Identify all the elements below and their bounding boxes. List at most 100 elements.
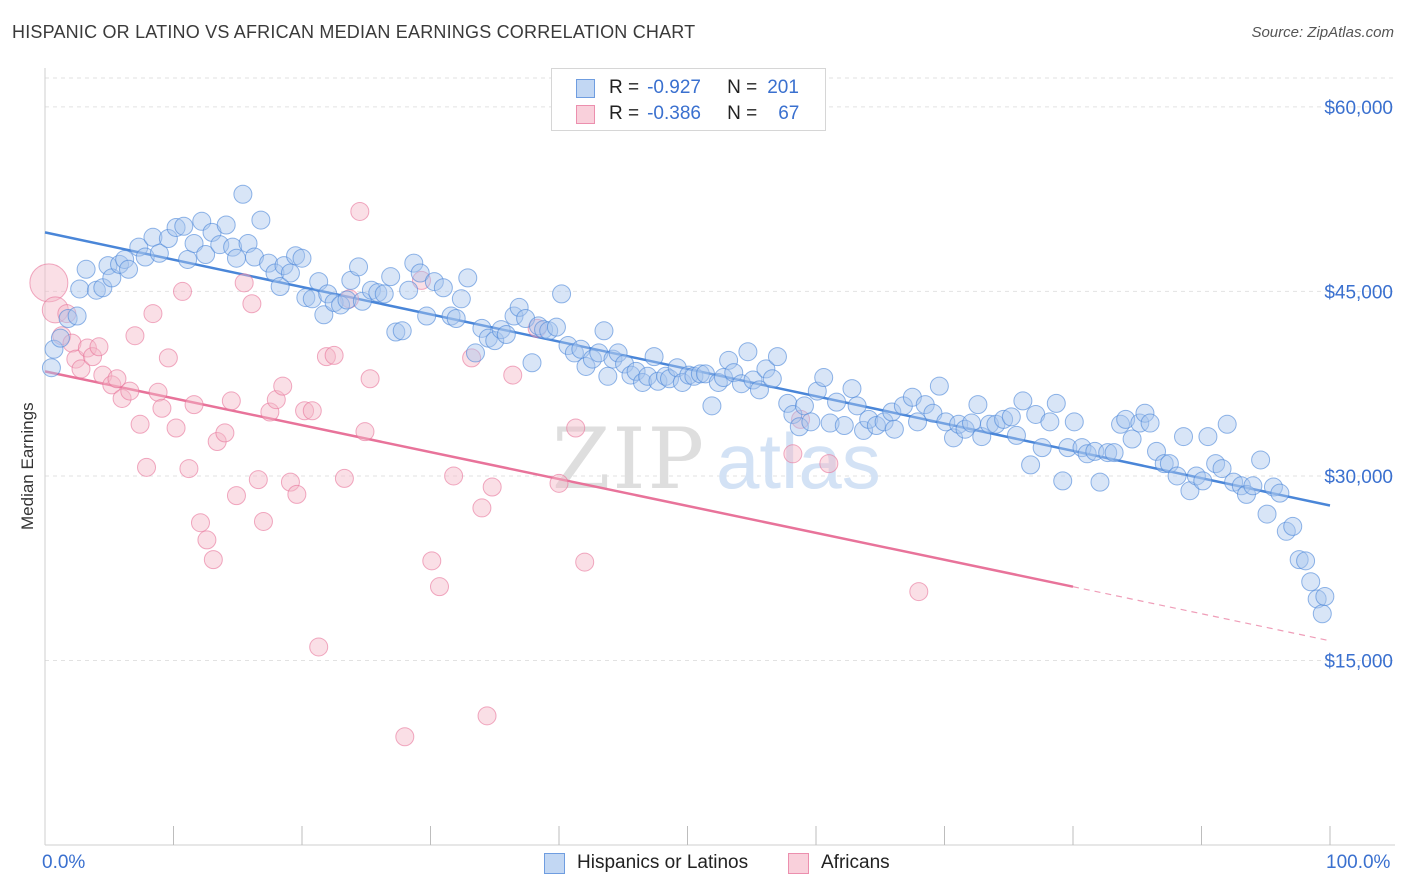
data-point-hispanic [1104, 443, 1124, 463]
data-point-hispanic [1193, 471, 1213, 491]
data-point-hispanic [702, 396, 722, 416]
legend-swatch-hispanic [576, 78, 595, 98]
data-point-hispanic [847, 396, 867, 416]
data-point-hispanic [615, 354, 635, 374]
data-point-hispanic [270, 277, 290, 297]
data-point-hispanic [794, 396, 814, 416]
data-point-hispanic [690, 364, 710, 384]
y-tick-label: $60,000 [1324, 98, 1393, 119]
data-point-hispanic [149, 243, 169, 263]
data-point-hispanic [1135, 403, 1155, 423]
data-point-hispanic [1270, 483, 1290, 503]
data-point-hispanic [827, 392, 847, 412]
data-point-hispanic [731, 374, 751, 394]
data-point-african [137, 457, 157, 477]
data-point-african [350, 201, 370, 221]
data-point-hispanic [994, 409, 1014, 429]
data-point-hispanic [1212, 459, 1232, 479]
x-tick-min: 0.0% [42, 852, 86, 873]
data-point-hispanic [1174, 427, 1194, 447]
chart-title: HISPANIC OR LATINO VS AFRICAN MEDIAN EAR… [12, 22, 696, 42]
data-point-hispanic [589, 343, 609, 363]
data-point-hispanic [644, 347, 664, 367]
data-point-hispanic [417, 306, 437, 326]
data-point-african [566, 418, 586, 438]
data-point-hispanic [135, 247, 155, 267]
y-tick-labels: $15,000 $30,000 $45,000 $60,000 [1324, 98, 1393, 673]
data-point-hispanic [441, 306, 461, 326]
data-point-hispanic [767, 347, 787, 367]
data-point-african [783, 444, 803, 464]
data-point-hispanic [1243, 476, 1263, 496]
data-point-african [166, 418, 186, 438]
data-point-hispanic [968, 395, 988, 415]
data-point-hispanic [1006, 425, 1026, 445]
data-point-hispanic [1090, 472, 1110, 492]
data-point-hispanic [576, 356, 596, 376]
data-point-hispanic [472, 318, 492, 338]
data-point-hispanic [404, 253, 424, 273]
data-point-hispanic [603, 349, 623, 369]
data-point-hispanic [1001, 407, 1021, 427]
data-point-hispanic [129, 237, 149, 257]
data-point-hispanic [166, 217, 186, 237]
data-point-hispanic [331, 295, 351, 315]
data-point-hispanic [410, 263, 430, 283]
data-point-hispanic [756, 359, 776, 379]
bottom-legend-african: Africans [788, 852, 890, 874]
data-point-hispanic [979, 414, 999, 434]
legend-r-value: -0.386 [647, 103, 701, 124]
data-point-african [120, 381, 140, 401]
data-point-hispanic [50, 328, 70, 348]
data-point-hispanic [929, 376, 949, 396]
data-point-hispanic [789, 417, 809, 437]
data-point-hispanic [1077, 444, 1097, 464]
data-point-hispanic [778, 393, 798, 413]
data-point-hispanic [1312, 604, 1332, 624]
data-point-hispanic [626, 361, 646, 381]
data-point-african [248, 470, 268, 490]
legend-n-value: 67 [778, 103, 800, 124]
data-point-hispanic [672, 372, 692, 392]
data-point-hispanic [451, 289, 471, 309]
data-point-hispanic [1296, 551, 1316, 571]
data-point-african [287, 484, 307, 504]
data-point-african [112, 388, 132, 408]
data-point-hispanic [522, 353, 542, 373]
data-point-hispanic [1257, 504, 1277, 524]
data-point-african [302, 401, 322, 421]
data-point-hispanic [1013, 391, 1033, 411]
legend-row-hispanic: R = -0.927 N = 201 [576, 77, 799, 99]
data-point-hispanic [399, 280, 419, 300]
data-point-hispanic [386, 322, 406, 342]
data-point-hispanic [738, 342, 758, 362]
data-point-african [549, 473, 569, 493]
data-point-african [324, 345, 344, 365]
data-point-hispanic [1206, 454, 1226, 474]
data-point-african [477, 706, 497, 726]
legend-r-value: -0.927 [647, 77, 701, 98]
data-point-african [309, 637, 329, 657]
data-point-hispanic [1307, 589, 1327, 609]
data-point-hispanic [292, 248, 312, 268]
data-point-african [83, 347, 103, 367]
data-point-hispanic [184, 233, 204, 253]
data-point-hispanic [496, 324, 516, 344]
data-point-hispanic [1098, 443, 1118, 463]
data-point-hispanic [67, 306, 87, 326]
data-point-hispanic [41, 358, 61, 378]
trend-line-african-extension [1072, 586, 1331, 642]
data-point-african [66, 349, 86, 369]
data-point-african [395, 727, 415, 747]
data-point-hispanic [76, 259, 96, 279]
data-point-hispanic [259, 253, 279, 273]
legend-swatch-african [576, 104, 595, 124]
data-point-hispanic [546, 317, 566, 337]
data-point-african [148, 382, 168, 402]
data-point-hispanic [1046, 393, 1066, 413]
data-point-hispanic [854, 420, 874, 440]
data-point-african [280, 472, 300, 492]
data-point-hispanic [251, 210, 271, 230]
data-point-hispanic [244, 247, 264, 267]
